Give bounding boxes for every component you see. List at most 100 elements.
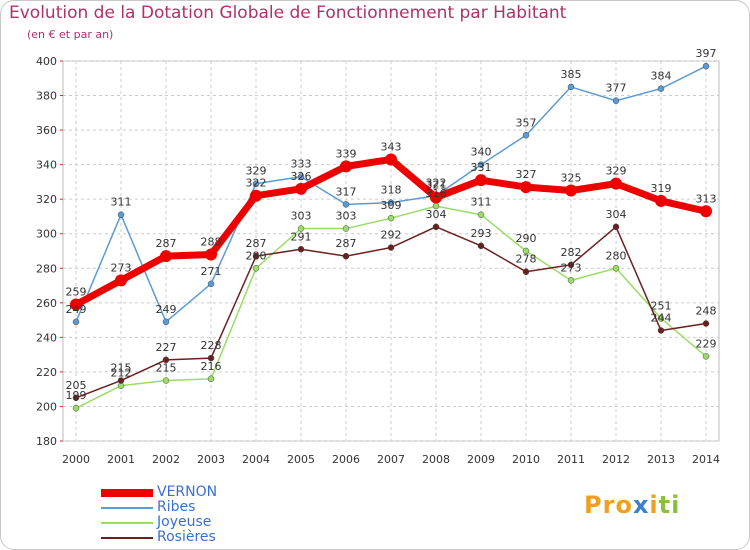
data-point (160, 250, 172, 263)
y-tick-label: 340 (36, 159, 57, 172)
data-label: 290 (516, 232, 537, 245)
data-point (342, 201, 350, 208)
x-tick-label: 2013 (647, 453, 675, 466)
data-point (252, 265, 260, 272)
y-tick-label: 180 (36, 435, 57, 448)
y-tick-label: 400 (36, 55, 57, 68)
data-label: 249 (156, 303, 177, 316)
data-point (655, 194, 667, 207)
logo-letter: i (671, 491, 681, 519)
data-label: 280 (606, 249, 627, 262)
x-tick-label: 2012 (602, 453, 630, 466)
legend-swatch (101, 489, 153, 497)
data-point (477, 242, 485, 250)
data-label: 249 (66, 303, 87, 316)
data-point (567, 83, 575, 91)
data-label: 259 (66, 286, 87, 299)
legend-swatch (101, 507, 153, 509)
data-label: 331 (471, 161, 492, 174)
x-tick-label: 2009 (467, 453, 495, 466)
data-point (207, 280, 215, 288)
y-tick-label: 280 (36, 262, 57, 275)
logo-letter: i (649, 491, 659, 519)
y-tick-label: 300 (36, 228, 57, 241)
data-label: 309 (381, 199, 402, 212)
data-label: 322 (246, 177, 267, 190)
data-point (207, 375, 215, 383)
data-label: 303 (336, 210, 357, 223)
y-tick-label: 240 (36, 331, 57, 344)
data-point (115, 274, 127, 287)
data-point (567, 277, 575, 284)
data-point (612, 97, 620, 104)
x-tick-label: 2002 (152, 453, 180, 466)
data-point (117, 377, 125, 384)
data-label: 288 (201, 235, 222, 248)
data-label: 333 (291, 158, 312, 171)
data-point (387, 214, 395, 222)
data-label: 229 (696, 337, 717, 350)
legend-item: VERNON (101, 484, 261, 501)
x-tick-label: 2014 (692, 453, 720, 466)
data-label: 216 (201, 360, 222, 373)
data-label: 280 (246, 249, 267, 262)
data-point (340, 160, 352, 173)
legend-label: Ribes (157, 499, 196, 515)
x-tick-label: 2011 (557, 453, 585, 466)
data-label: 292 (381, 229, 402, 242)
data-label: 313 (696, 192, 717, 205)
x-tick-label: 2010 (512, 453, 540, 466)
data-point (567, 261, 575, 269)
data-label: 273 (561, 261, 582, 274)
data-label: 273 (111, 261, 132, 274)
data-point (297, 173, 305, 180)
data-label: 251 (651, 299, 672, 312)
data-label: 304 (426, 208, 447, 221)
logo-letter: P (584, 491, 603, 519)
data-label: 244 (651, 311, 672, 324)
data-point (700, 205, 712, 218)
data-point (612, 265, 620, 272)
data-point (72, 318, 80, 326)
x-tick-label: 2008 (422, 453, 450, 466)
data-point (252, 252, 260, 260)
data-point (387, 199, 395, 206)
y-tick-label: 360 (36, 124, 57, 137)
x-tick-label: 2001 (107, 453, 135, 466)
data-point (477, 161, 485, 168)
data-label: 248 (696, 305, 717, 318)
data-point (477, 211, 485, 218)
data-point (162, 356, 170, 364)
data-point (475, 174, 487, 187)
data-label: 384 (651, 70, 672, 83)
data-point (612, 223, 620, 231)
data-label: 282 (561, 246, 582, 259)
x-tick-label: 2003 (197, 453, 225, 466)
x-tick-label: 2000 (62, 453, 90, 466)
data-point (250, 189, 262, 202)
data-label: 327 (516, 168, 537, 181)
chart-subtitle: (en € et par an) (27, 28, 114, 41)
data-label: 199 (66, 389, 87, 402)
data-label: 329 (606, 165, 627, 178)
data-point (117, 211, 125, 218)
plot-area (62, 60, 720, 442)
data-label: 325 (561, 172, 582, 185)
y-tick-label: 220 (36, 366, 57, 379)
data-label: 304 (606, 208, 627, 221)
data-label: 340 (471, 146, 492, 159)
data-point (522, 268, 530, 275)
data-point (610, 177, 622, 190)
data-label: 311 (471, 196, 492, 209)
data-label: 287 (336, 237, 357, 250)
data-point (72, 404, 80, 412)
data-point (520, 181, 532, 194)
logo-letter: t (658, 491, 672, 519)
data-label: 303 (291, 210, 312, 223)
data-point (205, 248, 217, 261)
data-label: 228 (201, 339, 222, 352)
data-point (657, 85, 665, 92)
data-point (522, 132, 530, 139)
data-point (702, 62, 710, 70)
